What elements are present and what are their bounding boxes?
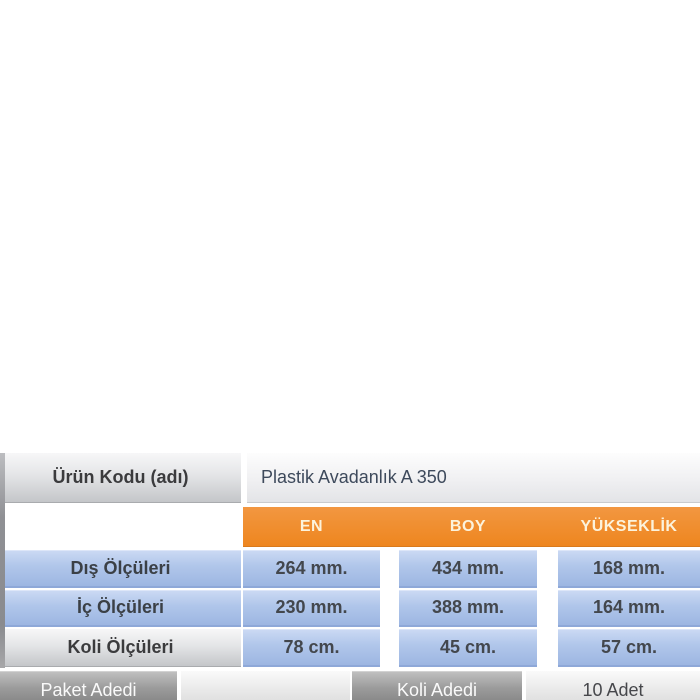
dis-yukseklik-value: 168 mm. [558,550,700,588]
ic-yukseklik-value: 164 mm. [558,590,700,627]
paket-adedi-value [181,671,350,700]
header-yukseklik: YÜKSEKLİK [580,517,678,535]
table-left-edge [0,453,5,668]
row-label-koli-olculeri: Koli Ölçüleri [0,629,241,667]
ic-boy-value: 388 mm. [399,590,537,627]
koli-boy-value: 45 cm. [399,629,537,667]
ic-en-value: 230 mm. [243,590,380,627]
dis-en-value: 264 mm. [243,550,380,588]
dimension-header-band: EN BOY YÜKSEKLİK [243,507,700,547]
row-label-ic-olculeri: İç Ölçüleri [0,590,241,627]
koli-yukseklik-value: 57 cm. [558,629,700,667]
product-code-label: Ürün Kodu (adı) [0,453,241,503]
koli-en-value: 78 cm. [243,629,380,667]
paket-adedi-label: Paket Adedi [0,671,177,700]
dis-boy-value: 434 mm. [399,550,537,588]
product-code-value: Plastik Avadanlık A 350 [247,453,700,503]
row-label-dis-olculeri: Dış Ölçüleri [0,550,241,588]
header-en: EN [299,517,324,535]
header-boy: BOY [449,517,487,535]
koli-adedi-label: Koli Adedi [352,671,522,700]
koli-adedi-value: 10 Adet [526,671,700,700]
